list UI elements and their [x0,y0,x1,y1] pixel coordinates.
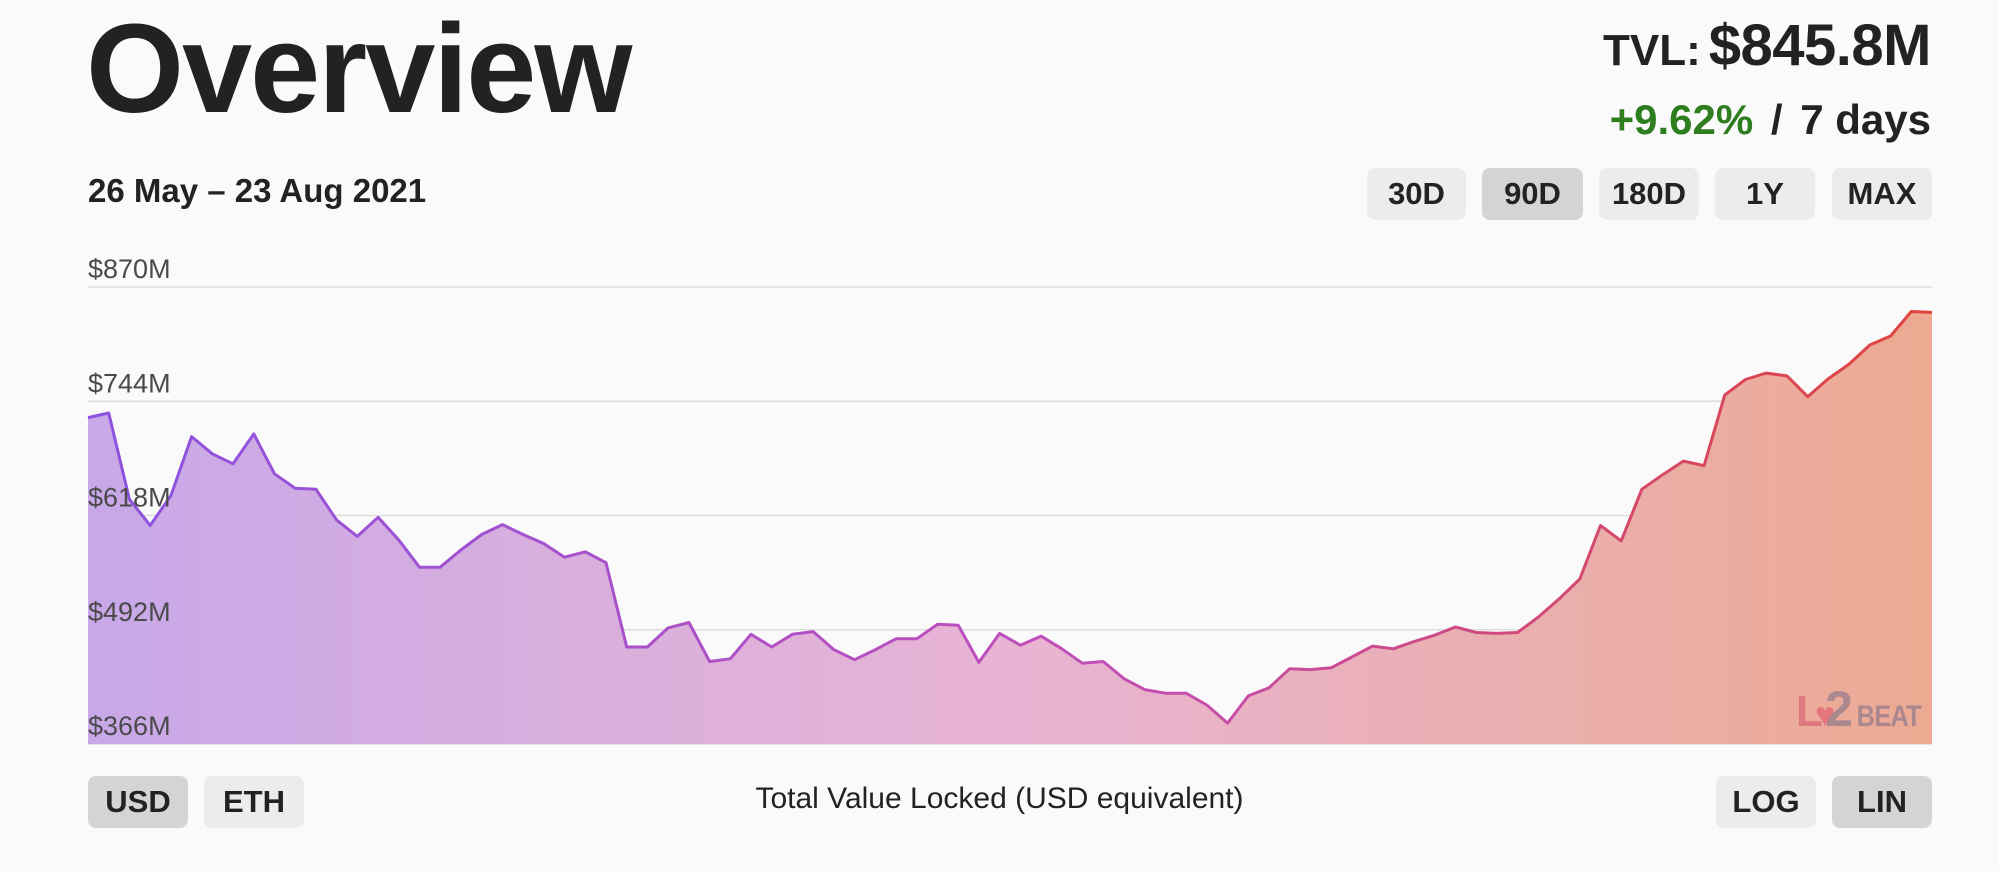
scale-button-log[interactable]: LOG [1716,776,1816,828]
heart-icon: ♥ [1814,696,1836,734]
tvl-area-fill [88,311,1932,744]
tvl-change-separator: / [1770,96,1783,143]
tvl-summary: TVL: $845.8M +9.62% / 7 days [1603,14,1931,147]
l2beat-logo: L♥2 BEAT [1796,680,1926,738]
logo-number: 2 [1825,681,1853,737]
y-axis-labels: $870M $744M $618M $492M $366M [88,254,171,741]
y-tick-label: $366M [88,711,171,741]
currency-button-eth[interactable]: ETH [204,776,304,828]
y-tick-label: $744M [88,368,171,398]
tvl-change-period: 7 days [1800,96,1931,143]
range-button-180d[interactable]: 180D [1599,168,1699,220]
y-tick-label: $618M [88,483,171,513]
page-title: Overview [86,0,632,139]
tvl-change-percent: +9.62% [1609,96,1754,143]
logo-text: BEAT [1856,700,1922,733]
tvl-line: TVL: $845.8M [1603,14,1931,93]
range-button-1y[interactable]: 1Y [1715,168,1815,220]
y-tick-label: $492M [88,597,171,627]
date-range-label: 26 May – 23 Aug 2021 [88,172,427,209]
logo-letter: L [1796,687,1823,736]
currency-button-usd[interactable]: USD [88,776,188,828]
scale-button-lin[interactable]: LIN [1832,776,1932,828]
range-button-30d[interactable]: 30D [1367,168,1466,220]
range-button-max[interactable]: MAX [1832,168,1932,220]
chart-caption: Total Value Locked (USD equivalent) [755,782,1244,815]
range-button-90d[interactable]: 90D [1482,168,1583,220]
tvl-label: TVL: [1603,26,1701,75]
tvl-line-series [87,310,1933,725]
y-tick-label: $870M [88,254,171,284]
tvl-value: $845.8M [1708,13,1932,78]
tvl-change-line: +9.62% / 7 days [1603,93,1931,147]
